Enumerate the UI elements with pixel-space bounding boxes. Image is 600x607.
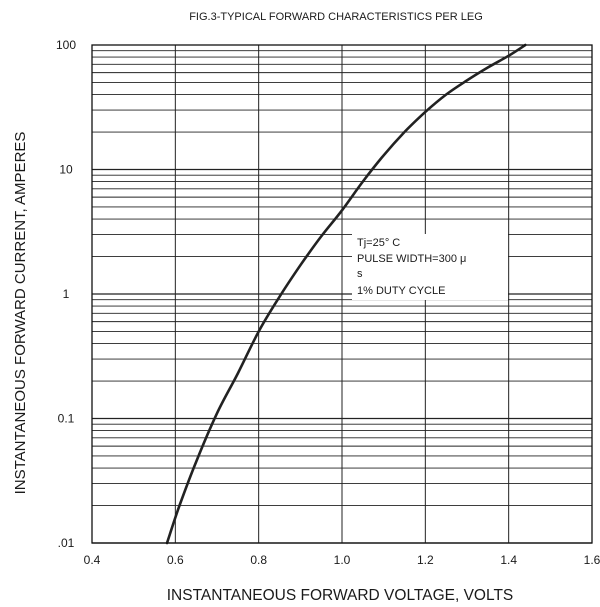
x-tick-label: 1.0 bbox=[334, 553, 351, 567]
y-tick-label: 1 bbox=[63, 287, 70, 301]
y-tick-label: 10 bbox=[59, 163, 73, 177]
chart-title: FIG.3-TYPICAL FORWARD CHARACTERISTICS PE… bbox=[189, 11, 483, 23]
note-line: PULSE WIDTH=300 μ bbox=[357, 253, 466, 265]
note-line: 1% DUTY CYCLE bbox=[357, 285, 445, 297]
x-tick-label: 1.4 bbox=[500, 553, 517, 567]
x-axis-label: INSTANTANEOUS FORWARD VOLTAGE, VOLTS bbox=[167, 587, 514, 604]
note-background bbox=[352, 234, 508, 300]
x-tick-label: 0.4 bbox=[84, 553, 101, 567]
y-tick-label: 100 bbox=[56, 38, 76, 52]
x-tick-label: 1.6 bbox=[584, 553, 600, 567]
grid bbox=[91, 45, 593, 544]
note-line: s bbox=[357, 268, 363, 280]
y-axis-label: INSTANTANEOUS FORWARD CURRENT, AMPERES bbox=[12, 132, 29, 495]
x-tick-label: 0.8 bbox=[250, 553, 267, 567]
plot-frame bbox=[91, 44, 593, 544]
series-layer bbox=[165, 43, 527, 545]
tick-labels: 0.4 0.6 0.8 1.0 1.2 1.4 1.6 .01 0.1 1 10 100 bbox=[56, 38, 600, 567]
y-tick-label: 0.1 bbox=[58, 412, 75, 426]
forward-curve-line bbox=[165, 43, 527, 545]
note-line: Tj=25° C bbox=[357, 237, 400, 249]
y-tick-label: .01 bbox=[58, 536, 75, 550]
x-tick-label: 1.2 bbox=[417, 553, 434, 567]
x-tick-label: 0.6 bbox=[167, 553, 184, 567]
test-conditions-box: Tj=25° C PULSE WIDTH=300 μ s 1% DUTY CYCLE bbox=[352, 234, 508, 300]
